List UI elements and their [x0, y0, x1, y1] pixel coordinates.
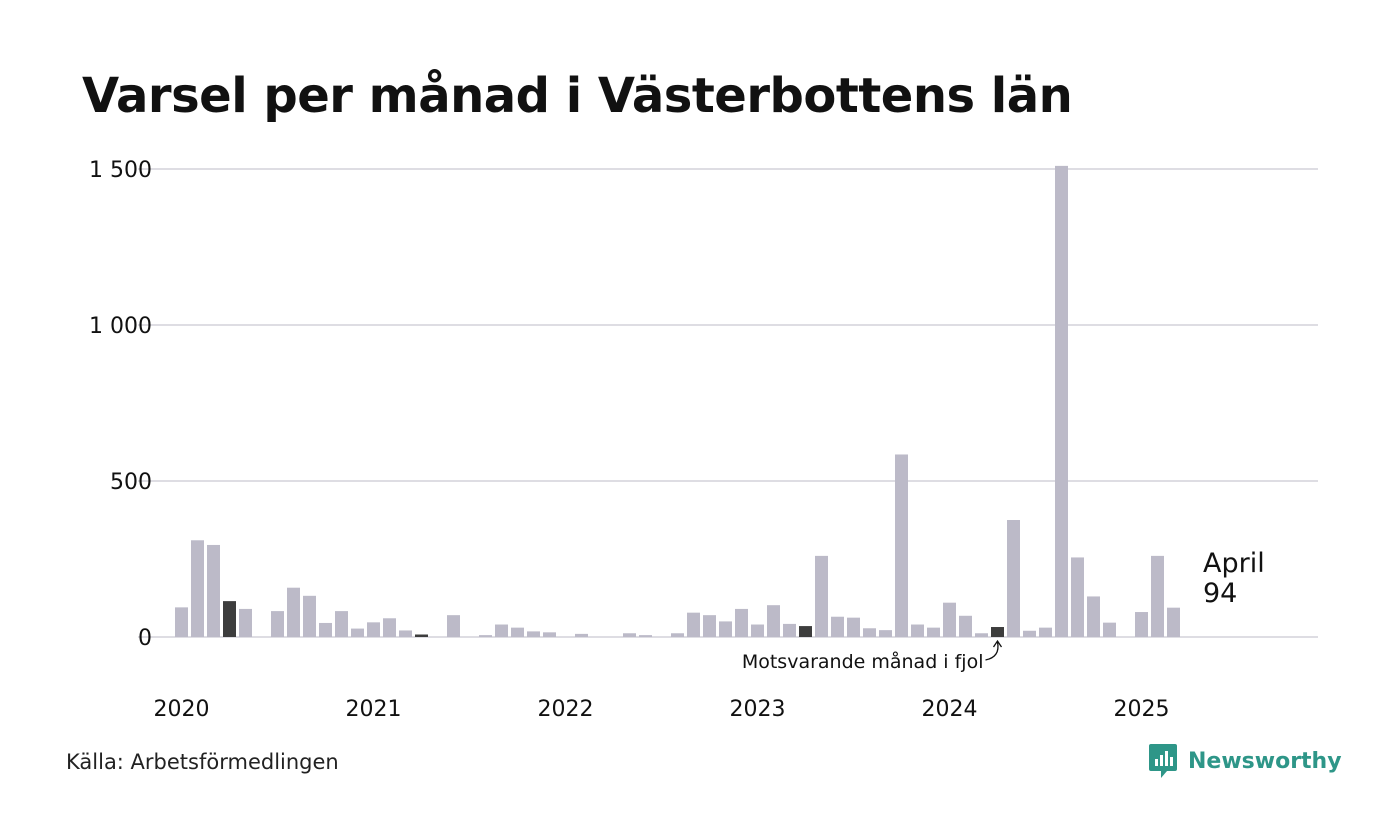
bar-2022-12 — [735, 608, 748, 637]
bar-2024-07 — [1039, 627, 1052, 637]
bar-2021-09 — [495, 624, 508, 637]
bar-2020-10 — [319, 622, 332, 637]
bar-2020-08 — [287, 587, 300, 637]
bar-2020-01 — [175, 607, 188, 637]
bar-2021-03 — [399, 630, 412, 637]
bar-2021-12 — [543, 632, 556, 637]
bar-2023-09 — [879, 630, 892, 637]
bars — [175, 165, 1180, 637]
bar-2024-08 — [1055, 165, 1068, 637]
bar-2023-01 — [751, 624, 764, 637]
bar-2023-07 — [847, 617, 860, 637]
bar-2024-05 — [1007, 520, 1020, 637]
bar-2024-04 — [991, 627, 1004, 637]
bar-2024-02 — [959, 615, 972, 637]
bar-2024-09 — [1071, 557, 1084, 637]
bar-2020-09 — [303, 595, 316, 637]
bar-2025-01 — [1135, 612, 1148, 637]
x-tick-label: 2024 — [922, 697, 978, 722]
bar-2025-02 — [1151, 555, 1164, 637]
bar-2024-06 — [1023, 630, 1036, 637]
y-tick-label: 500 — [110, 470, 152, 495]
highlight-label-group: April 94 — [1203, 548, 1265, 609]
annotation-group: Motsvarande månad i fjol — [742, 639, 1003, 673]
newsworthy-logo-icon — [1149, 744, 1177, 778]
y-tick-label: 1 000 — [89, 314, 152, 339]
bar-2022-02 — [575, 633, 588, 637]
bar-2024-03 — [975, 633, 988, 637]
bar-2020-05 — [239, 608, 252, 637]
highlight-value-label: 94 — [1203, 578, 1237, 609]
bar-2022-05 — [623, 633, 636, 637]
bar-2020-11 — [335, 611, 348, 637]
bar-2022-09 — [687, 612, 700, 637]
bar-2023-11 — [911, 624, 924, 637]
bar-2023-08 — [863, 628, 876, 637]
bar-2023-04 — [799, 626, 812, 637]
bar-2024-11 — [1103, 622, 1116, 637]
bar-2025-03 — [1167, 607, 1180, 637]
bar-2021-01 — [367, 622, 380, 637]
x-tick-label: 2021 — [346, 697, 402, 722]
bar-2023-10 — [895, 454, 908, 637]
x-tick-label: 2025 — [1114, 697, 1170, 722]
bar-2020-07 — [271, 611, 284, 637]
x-tick-label: 2022 — [538, 697, 594, 722]
y-tick-label: 0 — [138, 626, 152, 651]
chart-title: Varsel per månad i Västerbottens län — [82, 68, 1073, 124]
brand-name: Newsworthy — [1188, 748, 1342, 774]
x-tick-label: 2023 — [730, 697, 786, 722]
bar-2021-06 — [447, 615, 460, 637]
bar-2021-11 — [527, 631, 540, 637]
bar-2022-08 — [671, 633, 684, 637]
x-axis-labels: 2020 2021 2022 2023 2024 2025 — [154, 697, 1170, 722]
highlight-month-label: April — [1203, 548, 1265, 579]
y-axis-ticks: 0 500 1 000 1 500 — [89, 158, 152, 651]
bar-2023-05 — [815, 555, 828, 637]
annotation-text: Motsvarande månad i fjol — [742, 650, 984, 673]
x-tick-label: 2020 — [154, 697, 210, 722]
bar-2021-10 — [511, 627, 524, 637]
bar-2023-06 — [831, 616, 844, 637]
bar-2020-02 — [191, 540, 204, 637]
annotation-arrowhead — [992, 639, 1003, 648]
annotation-arrow — [985, 641, 999, 661]
y-tick-label: 1 500 — [89, 158, 152, 183]
bar-2020-12 — [351, 628, 364, 637]
bar-2021-08 — [479, 635, 492, 637]
bar-2020-03 — [207, 544, 220, 637]
brand-logo: Newsworthy — [1148, 743, 1342, 779]
bar-2023-03 — [783, 623, 796, 637]
bar-2023-02 — [767, 605, 780, 637]
bar-2020-04 — [223, 601, 236, 637]
bar-2022-10 — [703, 615, 716, 637]
bar-2021-04 — [415, 634, 428, 637]
bar-2022-11 — [719, 621, 732, 637]
gridlines — [138, 168, 1318, 638]
bar-2024-10 — [1087, 596, 1100, 637]
bar-2022-06 — [639, 635, 652, 637]
bar-2023-12 — [927, 627, 940, 637]
bar-2024-01 — [943, 602, 956, 637]
bar-2021-02 — [383, 618, 396, 637]
source-note: Källa: Arbetsförmedlingen — [66, 750, 339, 774]
